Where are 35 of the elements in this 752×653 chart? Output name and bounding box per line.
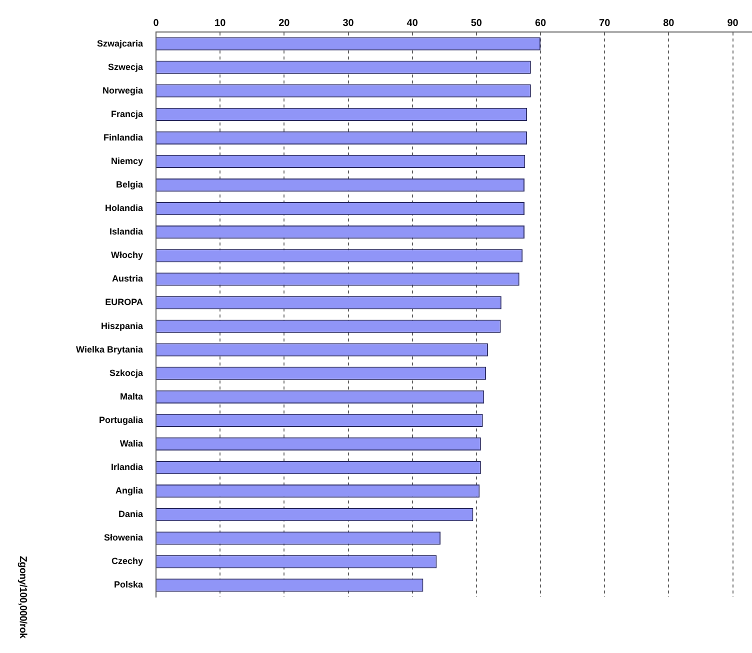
y-tick-label: Francja xyxy=(110,108,144,119)
x-tick-label: 80 xyxy=(663,18,675,29)
x-tick-label: 10 xyxy=(214,18,226,29)
y-tick-label: Anglia xyxy=(115,486,144,496)
y-tick-label: Portugalia xyxy=(98,414,144,425)
x-tick-label: 0 xyxy=(153,18,160,29)
y-tick-label: Finlandia xyxy=(103,132,144,142)
y-tick-label: Szkocja xyxy=(109,368,144,378)
y-tick-label: Szwajcaria xyxy=(96,38,144,48)
y-tick-label: Włochy xyxy=(110,250,143,260)
y-tick-label: Szwecja xyxy=(108,62,144,72)
y-tick-label: Islandia xyxy=(109,226,144,237)
y-tick-label: Słowenia xyxy=(104,532,144,543)
y-tick-label: Czechy xyxy=(111,556,143,566)
x-tick-label: 40 xyxy=(406,18,418,29)
y-tick-label: Niemcy xyxy=(110,156,143,166)
y-tick-label: Norwegia xyxy=(102,85,144,96)
x-tick-label: 60 xyxy=(534,18,547,29)
x-tick-label: 50 xyxy=(470,18,482,29)
y-tick-label: Hiszpania xyxy=(100,320,144,331)
x-tick-label: 20 xyxy=(278,18,290,29)
y-tick-label: Dania xyxy=(118,509,144,520)
y-tick-label: Belgia xyxy=(116,180,144,190)
y-tick-label: Walia xyxy=(120,438,144,448)
y-tick-label: Holandia xyxy=(104,203,144,214)
y-tick-label: EUROPA xyxy=(105,297,144,308)
y-tick-label: Polska xyxy=(114,580,144,590)
text: Zgony/100,000/rok xyxy=(17,556,28,638)
y-tick-label: Malta xyxy=(120,391,144,402)
x-tick-label: 90 xyxy=(727,18,739,29)
y-tick-label: Wielka Brytania xyxy=(76,344,144,354)
x-tick-label: 30 xyxy=(342,18,354,29)
y-tick-label: Austria xyxy=(112,274,144,284)
x-tick-label: 70 xyxy=(599,18,611,29)
y-tick-label: Irlandia xyxy=(110,462,144,472)
